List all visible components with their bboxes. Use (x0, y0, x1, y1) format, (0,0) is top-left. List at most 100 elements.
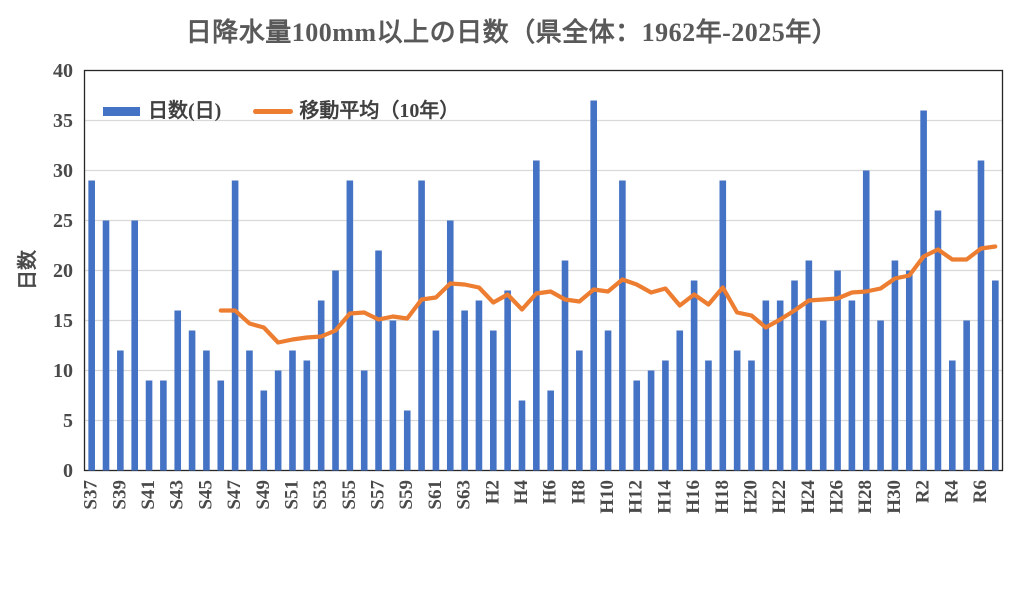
y-tick-label: 40 (53, 59, 73, 82)
bar (561, 260, 569, 471)
bar (289, 350, 296, 471)
bar (733, 350, 741, 471)
bar (633, 380, 641, 471)
y-tick-label: 25 (53, 209, 73, 232)
bar-series-swatch-icon (103, 106, 140, 116)
bar (590, 100, 598, 471)
line-series-swatch-icon (253, 108, 294, 114)
x-tick-label: H16 (683, 480, 705, 514)
moving-average-line (218, 244, 998, 345)
bar (690, 280, 698, 471)
bar (145, 380, 153, 471)
bar (977, 160, 985, 471)
bar (518, 400, 526, 471)
legend-label-days: 日数(日) (148, 100, 222, 122)
bar (963, 320, 970, 471)
x-tick-label: H30 (883, 480, 905, 514)
bar (188, 330, 196, 471)
bar (203, 350, 210, 471)
legend: 日数(日) 移動平均（10年） (103, 98, 459, 124)
bar (662, 360, 669, 471)
bar (489, 330, 497, 471)
bar (418, 180, 425, 471)
bar (805, 260, 813, 471)
bar (375, 250, 382, 471)
bar (776, 300, 784, 471)
bar (432, 330, 440, 471)
x-tick-label: S41 (138, 480, 159, 510)
bar (246, 350, 253, 471)
y-tick-label: 30 (53, 159, 73, 182)
x-tick-label: H2 (482, 480, 504, 505)
bar (705, 360, 712, 471)
bar (403, 410, 411, 471)
x-tick-label: H6 (539, 480, 561, 505)
bar (877, 320, 884, 471)
bar (461, 310, 468, 471)
bar (217, 380, 225, 471)
y-tick-label: 5 (63, 409, 73, 432)
bar (762, 300, 770, 471)
bar (676, 330, 684, 471)
x-tick-label: S53 (310, 480, 332, 510)
bar (848, 300, 856, 471)
bar (948, 360, 956, 471)
bar (260, 390, 268, 471)
plot-border (83, 69, 1004, 472)
bar (891, 260, 899, 471)
x-tick-label: S45 (195, 480, 217, 510)
x-tick-label: R6 (970, 480, 991, 504)
bar (117, 350, 124, 471)
x-tick-label: H20 (740, 480, 762, 514)
bar (619, 180, 626, 471)
x-tick-label: S63 (453, 480, 475, 510)
bar (274, 370, 282, 471)
bar (791, 280, 798, 471)
bar (389, 320, 397, 471)
bar (446, 220, 454, 471)
bar (303, 360, 311, 471)
bar (934, 210, 942, 471)
x-tick-label: S39 (109, 480, 131, 510)
x-tick-label: S47 (224, 480, 246, 510)
x-tick-label: H12 (625, 480, 647, 514)
legend-item-days: 日数(日) (103, 98, 221, 124)
x-tick-label: R2 (912, 480, 934, 504)
bar (748, 360, 755, 471)
legend-item-moving-average: 移動平均（10年） (253, 98, 459, 124)
y-tick-label: 0 (63, 459, 73, 482)
bar (719, 180, 727, 471)
y-tick-label: 20 (53, 259, 73, 282)
bar (992, 280, 999, 471)
bar (604, 330, 612, 471)
x-tick-label: H28 (855, 480, 877, 514)
x-tick-label: S51 (281, 480, 303, 510)
bar (332, 270, 339, 471)
x-tick-label: S37 (80, 480, 102, 510)
y-tick-label: 15 (53, 309, 73, 332)
bar (504, 290, 511, 471)
y-tick-label: 35 (53, 109, 73, 132)
bar (920, 110, 927, 471)
x-tick-label: S57 (367, 480, 389, 510)
bar (346, 180, 354, 471)
x-tick-label: S55 (338, 480, 360, 510)
bar (231, 180, 239, 471)
bar (160, 380, 167, 471)
x-tick-label: H10 (597, 480, 618, 514)
bar (88, 180, 95, 471)
x-tick-label: H14 (654, 480, 676, 514)
x-tick-label: H4 (511, 480, 532, 505)
bar (834, 270, 841, 471)
x-tick-label: S61 (424, 480, 446, 510)
x-tick-label: H8 (568, 480, 590, 505)
x-tick-label: S49 (252, 480, 274, 510)
x-tick-label: H22 (769, 480, 791, 514)
bar (862, 170, 870, 471)
bar (547, 390, 554, 471)
bar (905, 270, 913, 471)
bar (576, 350, 583, 471)
bar (174, 310, 182, 471)
